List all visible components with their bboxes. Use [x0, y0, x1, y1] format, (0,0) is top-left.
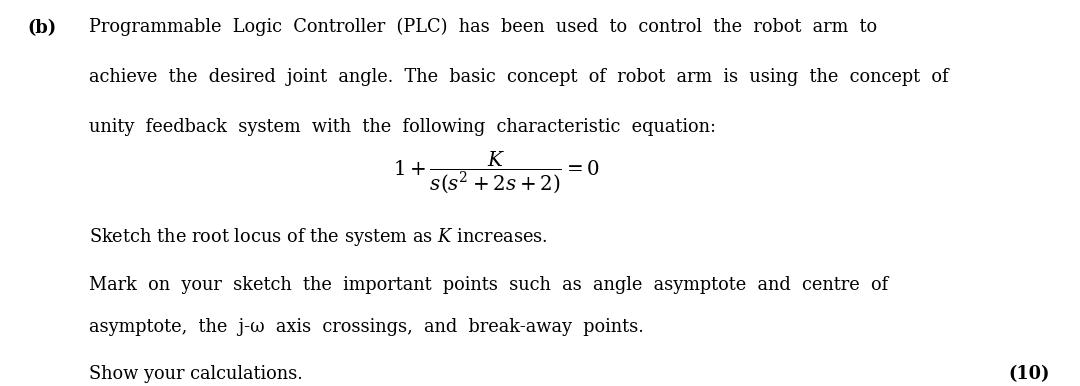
- Text: (10): (10): [1009, 365, 1050, 383]
- Text: Mark  on  your  sketch  the  important  points  such  as  angle  asymptote  and : Mark on your sketch the important points…: [89, 276, 888, 294]
- Text: unity  feedback  system  with  the  following  characteristic  equation:: unity feedback system with the following…: [89, 118, 716, 136]
- Text: $1 + \dfrac{K}{s(s^2 + 2s + 2)} = 0$: $1 + \dfrac{K}{s(s^2 + 2s + 2)} = 0$: [393, 149, 600, 195]
- Text: asymptote,  the  j-ω  axis  crossings,  and  break-away  points.: asymptote, the j-ω axis crossings, and b…: [89, 318, 644, 337]
- Text: Sketch the root locus of the system as $K$ increases.: Sketch the root locus of the system as $…: [89, 226, 548, 248]
- Text: (b): (b): [27, 19, 56, 37]
- Text: Show your calculations.: Show your calculations.: [89, 365, 302, 383]
- Text: Programmable  Logic  Controller  (PLC)  has  been  used  to  control  the  robot: Programmable Logic Controller (PLC) has …: [89, 17, 877, 36]
- Text: achieve  the  desired  joint  angle.  The  basic  concept  of  robot  arm  is  u: achieve the desired joint angle. The bas…: [89, 68, 948, 86]
